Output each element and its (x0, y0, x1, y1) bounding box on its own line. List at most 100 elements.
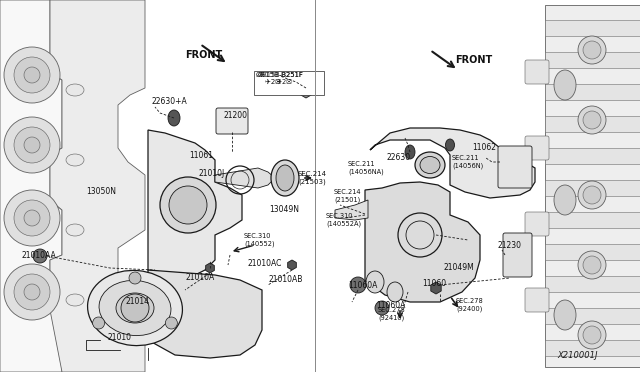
Text: 21200: 21200 (224, 110, 248, 119)
Polygon shape (148, 130, 242, 280)
FancyBboxPatch shape (525, 136, 549, 160)
Ellipse shape (88, 270, 182, 346)
Ellipse shape (405, 145, 415, 159)
Text: 21010AA: 21010AA (22, 251, 57, 260)
Polygon shape (50, 0, 145, 372)
Circle shape (583, 41, 601, 59)
Circle shape (14, 57, 50, 93)
Circle shape (14, 127, 50, 163)
Text: SEC.310
(140552): SEC.310 (140552) (244, 233, 275, 247)
Ellipse shape (554, 300, 576, 330)
Text: 21010AC: 21010AC (248, 260, 282, 269)
Circle shape (583, 326, 601, 344)
Text: FRONT: FRONT (185, 50, 222, 60)
Text: 22630: 22630 (387, 154, 411, 163)
Ellipse shape (366, 271, 384, 293)
FancyBboxPatch shape (545, 340, 640, 356)
Text: 11060A: 11060A (376, 301, 405, 310)
Text: FRONT: FRONT (455, 55, 492, 65)
Text: 13050N: 13050N (86, 187, 116, 196)
Ellipse shape (445, 139, 454, 151)
Text: SEC.211
(14056NA): SEC.211 (14056NA) (348, 161, 384, 175)
Text: X210001J: X210001J (557, 352, 598, 360)
Circle shape (578, 106, 606, 134)
Polygon shape (365, 182, 480, 302)
Text: SEC.214
(21503): SEC.214 (21503) (298, 171, 327, 185)
Text: SEC.214
(21501): SEC.214 (21501) (334, 189, 362, 203)
FancyBboxPatch shape (254, 71, 324, 95)
Polygon shape (0, 0, 62, 372)
FancyBboxPatch shape (545, 20, 640, 36)
Circle shape (121, 294, 149, 322)
Text: SEC.278
(92410): SEC.278 (92410) (378, 307, 406, 321)
Polygon shape (335, 200, 368, 220)
Text: 21010A: 21010A (186, 273, 214, 282)
FancyBboxPatch shape (545, 116, 640, 132)
Text: 21010J: 21010J (199, 169, 225, 177)
FancyBboxPatch shape (545, 52, 640, 68)
FancyBboxPatch shape (545, 5, 640, 367)
Text: 21010AB: 21010AB (269, 276, 303, 285)
Polygon shape (370, 128, 535, 198)
FancyBboxPatch shape (545, 308, 640, 324)
Circle shape (24, 67, 40, 83)
FancyBboxPatch shape (545, 212, 640, 228)
Circle shape (129, 272, 141, 284)
Circle shape (24, 137, 40, 153)
Circle shape (578, 36, 606, 64)
Ellipse shape (271, 160, 299, 196)
Text: 21230: 21230 (498, 241, 522, 250)
FancyBboxPatch shape (545, 84, 640, 100)
Ellipse shape (554, 70, 576, 100)
FancyBboxPatch shape (545, 276, 640, 292)
Text: 11060A: 11060A (348, 282, 378, 291)
Ellipse shape (168, 110, 180, 126)
FancyBboxPatch shape (503, 233, 532, 277)
Circle shape (4, 117, 60, 173)
Circle shape (14, 274, 50, 310)
Ellipse shape (116, 293, 154, 323)
Ellipse shape (66, 294, 84, 306)
Circle shape (33, 249, 47, 263)
FancyBboxPatch shape (545, 148, 640, 164)
Circle shape (4, 190, 60, 246)
Circle shape (24, 284, 40, 300)
Polygon shape (148, 270, 262, 358)
Ellipse shape (420, 157, 440, 173)
Circle shape (165, 317, 177, 329)
Circle shape (578, 321, 606, 349)
Circle shape (583, 256, 601, 274)
Circle shape (24, 210, 40, 226)
Circle shape (350, 277, 366, 293)
FancyBboxPatch shape (216, 108, 248, 134)
Text: 13049N: 13049N (269, 205, 299, 215)
Text: 21014: 21014 (126, 298, 150, 307)
Circle shape (169, 186, 207, 224)
Text: 22630+A: 22630+A (152, 97, 188, 106)
Ellipse shape (66, 154, 84, 166)
Text: 21010: 21010 (108, 333, 132, 341)
Text: 11060: 11060 (422, 279, 446, 289)
Text: ØB15B-B251F
    ✈2✉: ØB15B-B251F ✈2✉ (256, 71, 304, 84)
Ellipse shape (554, 185, 576, 215)
Circle shape (578, 181, 606, 209)
Text: 21049M: 21049M (444, 263, 475, 272)
Text: 11061: 11061 (189, 151, 213, 160)
Text: 11062: 11062 (472, 144, 496, 153)
Ellipse shape (276, 165, 294, 191)
Ellipse shape (66, 84, 84, 96)
Text: SEC.211
(14056N): SEC.211 (14056N) (452, 155, 483, 169)
Text: SEC.278
(92400): SEC.278 (92400) (456, 298, 484, 312)
FancyBboxPatch shape (525, 60, 549, 84)
Text: SEC.310
(140552A): SEC.310 (140552A) (326, 213, 361, 227)
Circle shape (14, 200, 50, 236)
Ellipse shape (387, 282, 403, 302)
Ellipse shape (415, 152, 445, 178)
Circle shape (583, 111, 601, 129)
FancyBboxPatch shape (545, 244, 640, 260)
Circle shape (375, 301, 389, 315)
Circle shape (4, 264, 60, 320)
FancyBboxPatch shape (525, 288, 549, 312)
FancyBboxPatch shape (545, 180, 640, 196)
Circle shape (578, 251, 606, 279)
